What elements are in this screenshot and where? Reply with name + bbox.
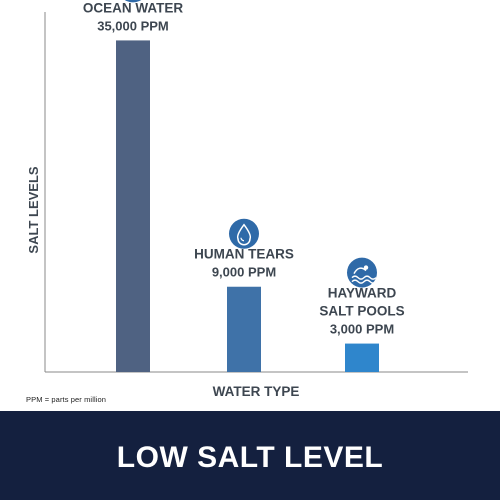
- bar-category-label: HAYWARD: [328, 286, 397, 301]
- bar-category-label: HUMAN TEARS: [194, 247, 294, 262]
- bar-value-label: 35,000 PPM: [97, 18, 169, 33]
- bar-category-label: OCEAN WATER: [83, 0, 183, 15]
- waves-icon: [124, 0, 142, 3]
- water-drop-icon: [229, 218, 259, 249]
- bar-3: [345, 343, 379, 372]
- x-axis-label: WATER TYPE: [213, 384, 300, 399]
- y-axis-label: SALT LEVELS: [26, 166, 41, 253]
- ppm-footnote: PPM = parts per million: [26, 395, 107, 404]
- bar-category-label: SALT POOLS: [319, 304, 404, 319]
- bar-value-label: 9,000 PPM: [212, 265, 276, 280]
- bar-value-label: 3,000 PPM: [330, 322, 394, 337]
- salt-level-chart: SALT LEVELS WATER TYPE 35,000 PPM OCEAN W…: [26, 0, 468, 399]
- bar-2: [227, 286, 261, 372]
- bar-1: [116, 40, 150, 372]
- pool-swimmer-icon: [347, 257, 377, 288]
- bottom-banner: LOW SALT LEVEL: [0, 411, 500, 500]
- banner-title: LOW SALT LEVEL: [116, 440, 384, 474]
